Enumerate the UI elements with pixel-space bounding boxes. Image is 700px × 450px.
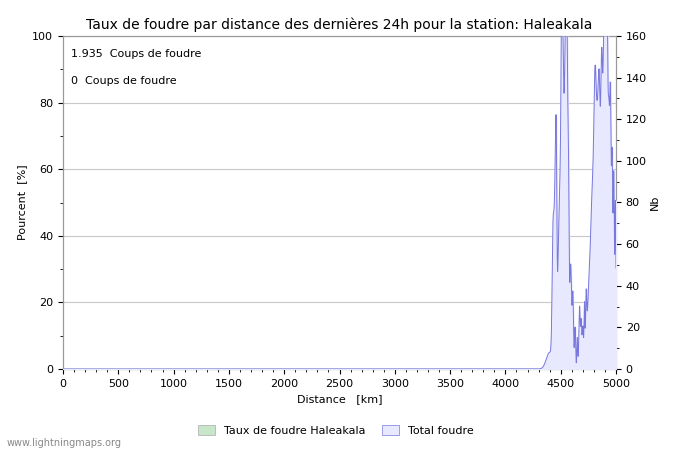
X-axis label: Distance   [km]: Distance [km] <box>297 394 382 404</box>
Text: www.lightningmaps.org: www.lightningmaps.org <box>7 438 122 448</box>
Title: Taux de foudre par distance des dernières 24h pour la station: Haleakala: Taux de foudre par distance des dernière… <box>86 18 593 32</box>
Text: 0  Coups de foudre: 0 Coups de foudre <box>71 76 177 86</box>
Y-axis label: Nb: Nb <box>650 195 659 210</box>
Y-axis label: Pourcent  [%]: Pourcent [%] <box>17 165 27 240</box>
Text: 1.935  Coups de foudre: 1.935 Coups de foudre <box>71 50 202 59</box>
Legend: Taux de foudre Haleakala, Total foudre: Taux de foudre Haleakala, Total foudre <box>194 420 478 440</box>
